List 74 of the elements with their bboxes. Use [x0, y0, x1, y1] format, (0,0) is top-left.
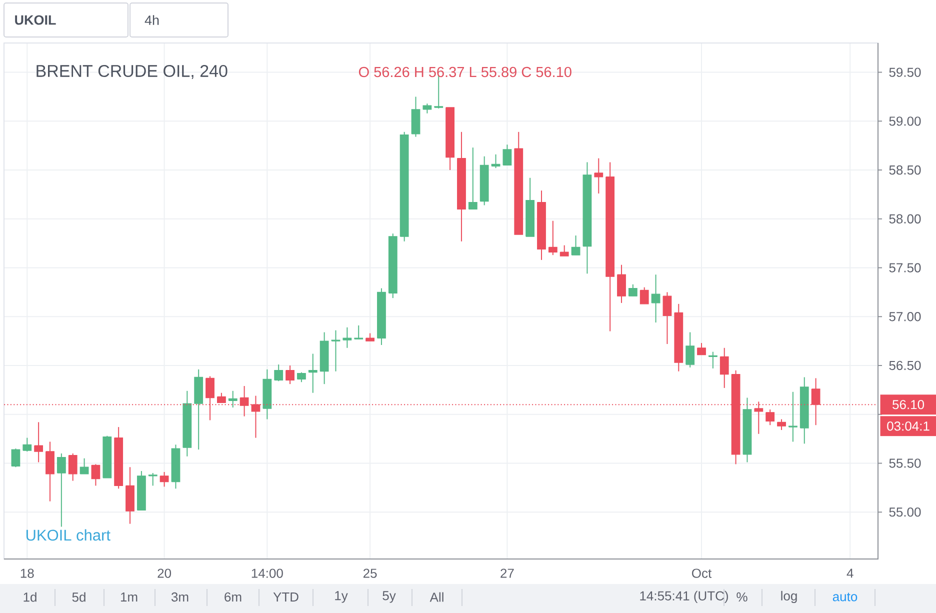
candlestick — [628, 284, 638, 297]
x-tick-label: 4 — [846, 568, 854, 578]
y-tick-label: 56.50 — [889, 360, 921, 370]
candlestick — [11, 448, 20, 468]
ref-line-label: 56.10 — [892, 400, 924, 410]
candlestick — [228, 390, 238, 408]
candlestick — [22, 437, 32, 452]
candlestick — [720, 347, 729, 388]
annotation: UKOIL chart — [26, 529, 110, 541]
text: 14:55:41 (UTC) — [640, 590, 728, 604]
candlestick — [571, 235, 580, 256]
text: 3m — [171, 592, 188, 602]
text: 6m — [224, 592, 242, 602]
text: % — [736, 592, 748, 602]
text: UKOIL — [15, 15, 56, 25]
candlestick — [160, 472, 169, 488]
text: 1m — [120, 592, 138, 602]
x-tick-label: 18 — [20, 568, 34, 578]
candlestick — [91, 464, 100, 486]
text: 1y — [335, 591, 348, 603]
text: auto — [832, 592, 858, 602]
x-tick-label: 27 — [500, 568, 514, 578]
candlestick — [662, 292, 672, 344]
candlestick — [548, 220, 558, 256]
text: All — [430, 592, 444, 602]
candlestick — [80, 458, 89, 474]
candlestick — [354, 324, 364, 340]
candlestick — [686, 332, 695, 368]
candlestick — [297, 372, 306, 383]
y-tick-label: 55.00 — [889, 507, 921, 517]
candlestick — [342, 326, 352, 348]
candlestick — [777, 418, 786, 430]
x-tick-label: 20 — [158, 568, 172, 578]
text: 5y — [382, 591, 396, 603]
y-tick-label: 55.50 — [889, 458, 921, 468]
candlestick — [617, 264, 626, 304]
candlestick — [34, 422, 44, 463]
y-tick-label: 58.00 — [889, 214, 921, 224]
x-tick-label: 14:00 — [252, 568, 283, 578]
y-tick-label: 57.50 — [889, 263, 921, 272]
candlestick — [766, 408, 775, 426]
candlestick — [68, 452, 78, 482]
candlestick — [56, 452, 66, 528]
text: YTD — [273, 592, 298, 602]
candlestick — [708, 351, 718, 369]
candlestick — [560, 244, 569, 257]
text: log — [781, 590, 797, 604]
candlestick — [308, 353, 318, 394]
text: 4h — [144, 15, 159, 25]
candlestick — [651, 274, 660, 323]
candlestick — [697, 342, 706, 356]
text: O 56.26 H 56.37 L 55.89 C 56.10 — [358, 66, 572, 78]
text: 1d — [24, 592, 36, 602]
y-tick-label: 58.50 — [889, 165, 921, 175]
candlestick — [422, 103, 432, 114]
candlestick — [491, 154, 500, 169]
candlestick — [788, 391, 798, 442]
x-tick-label: 25 — [363, 568, 377, 578]
candlestick — [468, 147, 478, 210]
text: BRENT CRUDE OIL, 240 — [36, 64, 228, 80]
y-tick-label: 59.00 — [889, 116, 921, 126]
text: 03:04:1 — [887, 422, 930, 431]
text: 5d — [72, 592, 86, 602]
candlestick — [594, 158, 604, 194]
x-tick-label: Oct — [692, 568, 712, 578]
candlestick — [286, 364, 294, 385]
candlestick — [274, 364, 284, 382]
candlestick — [331, 330, 340, 372]
y-tick-label: 57.00 — [889, 312, 921, 322]
candlestick — [502, 144, 512, 166]
y-tick-label: 59.50 — [889, 68, 921, 77]
candlestick — [640, 286, 649, 304]
candlestick — [46, 441, 54, 502]
candlestick — [148, 472, 158, 486]
